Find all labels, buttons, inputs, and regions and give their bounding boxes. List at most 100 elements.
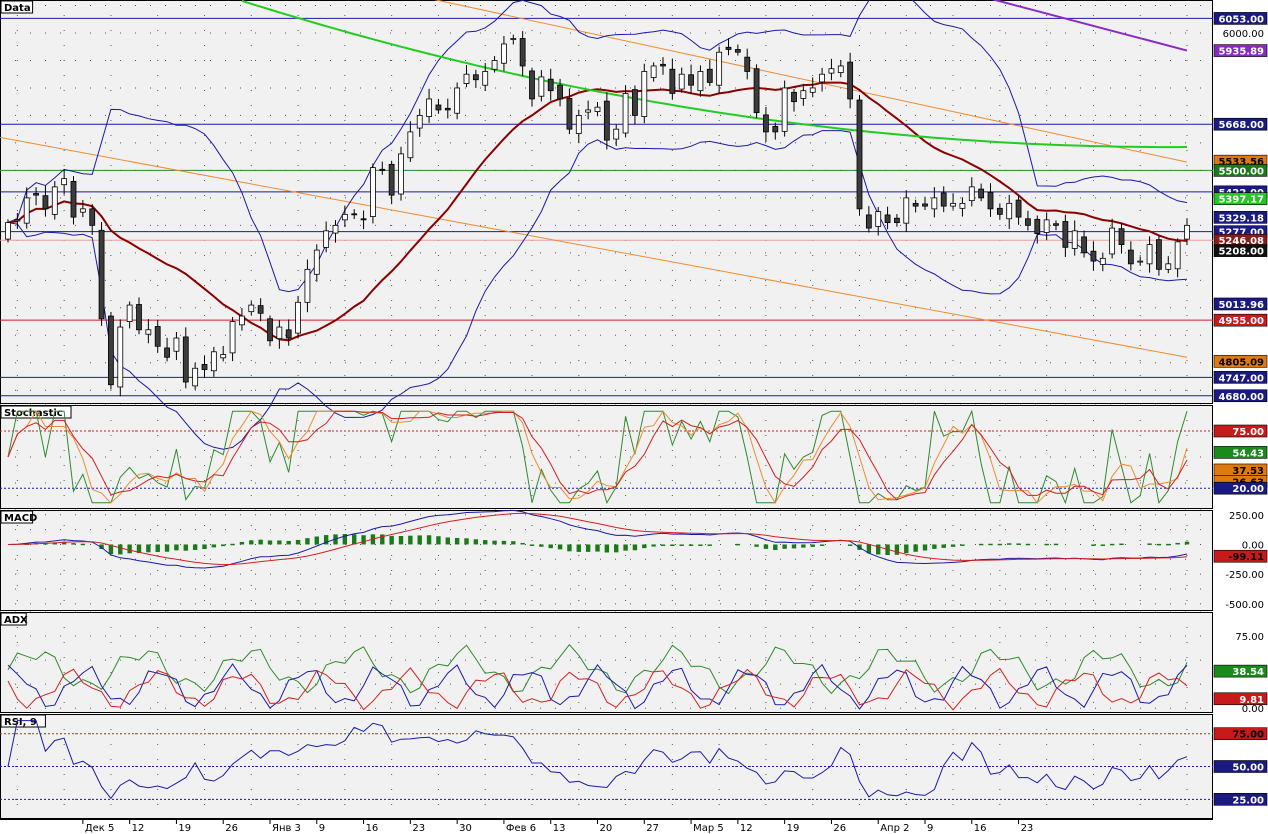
x-tick-label: 16 — [974, 823, 987, 834]
candle-body — [1025, 218, 1031, 226]
x-tick-label: 9 — [927, 823, 933, 834]
value-badge-label: 5935.89 — [1218, 47, 1264, 58]
macd-histogram-bar — [202, 544, 207, 550]
panel-title-box — [0, 0, 34, 14]
bollinger-lower — [7, 130, 1188, 450]
macd-histogram-bar — [221, 544, 226, 547]
candle-body — [164, 347, 170, 358]
macd-histogram-bar — [389, 536, 394, 545]
candle-body — [575, 115, 582, 134]
candle-body — [351, 213, 358, 216]
candle-body — [847, 61, 854, 100]
candle-body — [285, 329, 292, 339]
candle-body — [650, 65, 657, 78]
macd-histogram-bar — [1184, 541, 1190, 545]
candle-body — [791, 91, 797, 103]
macd-histogram-bar — [660, 544, 666, 546]
macd-histogram-bar — [1119, 543, 1124, 546]
minus-di-line — [7, 667, 1188, 711]
candle-body — [472, 74, 479, 81]
candle-body — [5, 222, 11, 240]
macd-histogram-bar — [380, 534, 385, 545]
candle-body — [276, 326, 283, 339]
candle-body — [1118, 228, 1125, 245]
moving-average-green — [241, 0, 1188, 149]
stochastic-k-line — [7, 409, 1188, 505]
rsi-line — [7, 720, 1188, 800]
value-badge-label: 4680.00 — [1218, 392, 1264, 403]
value-badge — [1213, 793, 1268, 806]
macd-histogram-bar — [398, 536, 404, 545]
panel-plot-area — [0, 0, 1213, 404]
macd-histogram-bar — [136, 544, 142, 554]
macd-histogram-bar — [71, 543, 76, 545]
macd-histogram-bar — [239, 541, 245, 545]
panel-stochastic: Stochastic — [0, 404, 1213, 510]
candle-body — [1137, 260, 1144, 263]
candle-body — [154, 326, 161, 347]
candle-body — [1043, 219, 1050, 233]
channel-line-upper — [433, 0, 1188, 163]
macd-histogram-bar — [258, 539, 263, 545]
candle-body — [1156, 239, 1162, 270]
macd-histogram-bar — [932, 544, 937, 549]
candle-body — [1006, 202, 1013, 220]
macd-histogram-bar — [267, 540, 273, 545]
value-badge-label: -99.11 — [1228, 552, 1264, 563]
candle-body — [519, 38, 526, 67]
y-tick-label: -250.00 — [1225, 570, 1264, 581]
x-tick-label: Дек 5 — [85, 823, 115, 834]
y-tick-label: 0.00 — [1242, 540, 1264, 551]
candle-body — [239, 315, 245, 326]
x-tick-label: Фев 6 — [506, 823, 536, 834]
candle-body — [360, 218, 367, 221]
macd-histogram-bar — [146, 544, 151, 553]
x-tick-label: Мар 5 — [693, 823, 724, 834]
candle-body — [594, 106, 601, 112]
value-badge — [1213, 355, 1268, 368]
x-tick-label: 23 — [412, 823, 425, 834]
y-tick-label: 6000.00 — [1223, 29, 1264, 40]
adx-series — [7, 643, 1188, 711]
candle-body — [660, 63, 666, 67]
macd-histogram-bar — [801, 544, 806, 548]
candle-body — [529, 70, 535, 100]
macd-histogram-bar — [894, 544, 900, 555]
candle-body — [557, 84, 563, 100]
macd-histogram-bar — [539, 544, 544, 547]
macd-histogram-bar — [108, 544, 114, 555]
x-tick-label: 9 — [319, 823, 325, 834]
macd-histogram-bar — [127, 544, 132, 554]
value-badge-label: 4805.09 — [1218, 357, 1264, 368]
macd-histogram-bar — [314, 536, 319, 545]
macd-histogram-bar — [642, 544, 647, 549]
candle-body — [416, 115, 423, 129]
candle-body — [884, 214, 891, 224]
x-tick-label: 19 — [787, 823, 800, 834]
macd-histogram-bar — [511, 541, 516, 545]
value-badge — [1213, 192, 1268, 205]
macd-histogram-bar — [1166, 543, 1171, 546]
macd-histogram-bar — [1091, 544, 1096, 546]
panel-macd: MACD 250.00 0.00 -250.00 -500.00 — [0, 510, 1264, 611]
candle-body — [323, 230, 330, 248]
candle-body — [669, 68, 676, 94]
value-badge-label: 38.54 — [1232, 667, 1264, 678]
panel-data: Data 6000.00 — [0, 0, 1264, 404]
macd-histogram-bar — [492, 540, 497, 545]
macd-histogram-bar — [1016, 543, 1021, 545]
candle-body — [585, 109, 592, 113]
macd-histogram-bar — [1156, 543, 1162, 546]
price-series — [0, 0, 1213, 450]
panel-title: ADX — [4, 615, 28, 626]
value-badge-label: 75.00 — [1232, 730, 1264, 741]
value-badge-label: 5533.56 — [1218, 157, 1264, 168]
macd-histogram-bar — [913, 544, 918, 552]
candle-body — [1146, 244, 1153, 265]
x-tick-label: 16 — [366, 823, 379, 834]
candle-body — [117, 326, 124, 388]
macd-histogram-bar — [941, 544, 946, 548]
macd-histogram-bar — [436, 536, 441, 545]
x-tick-label: 19 — [178, 823, 191, 834]
